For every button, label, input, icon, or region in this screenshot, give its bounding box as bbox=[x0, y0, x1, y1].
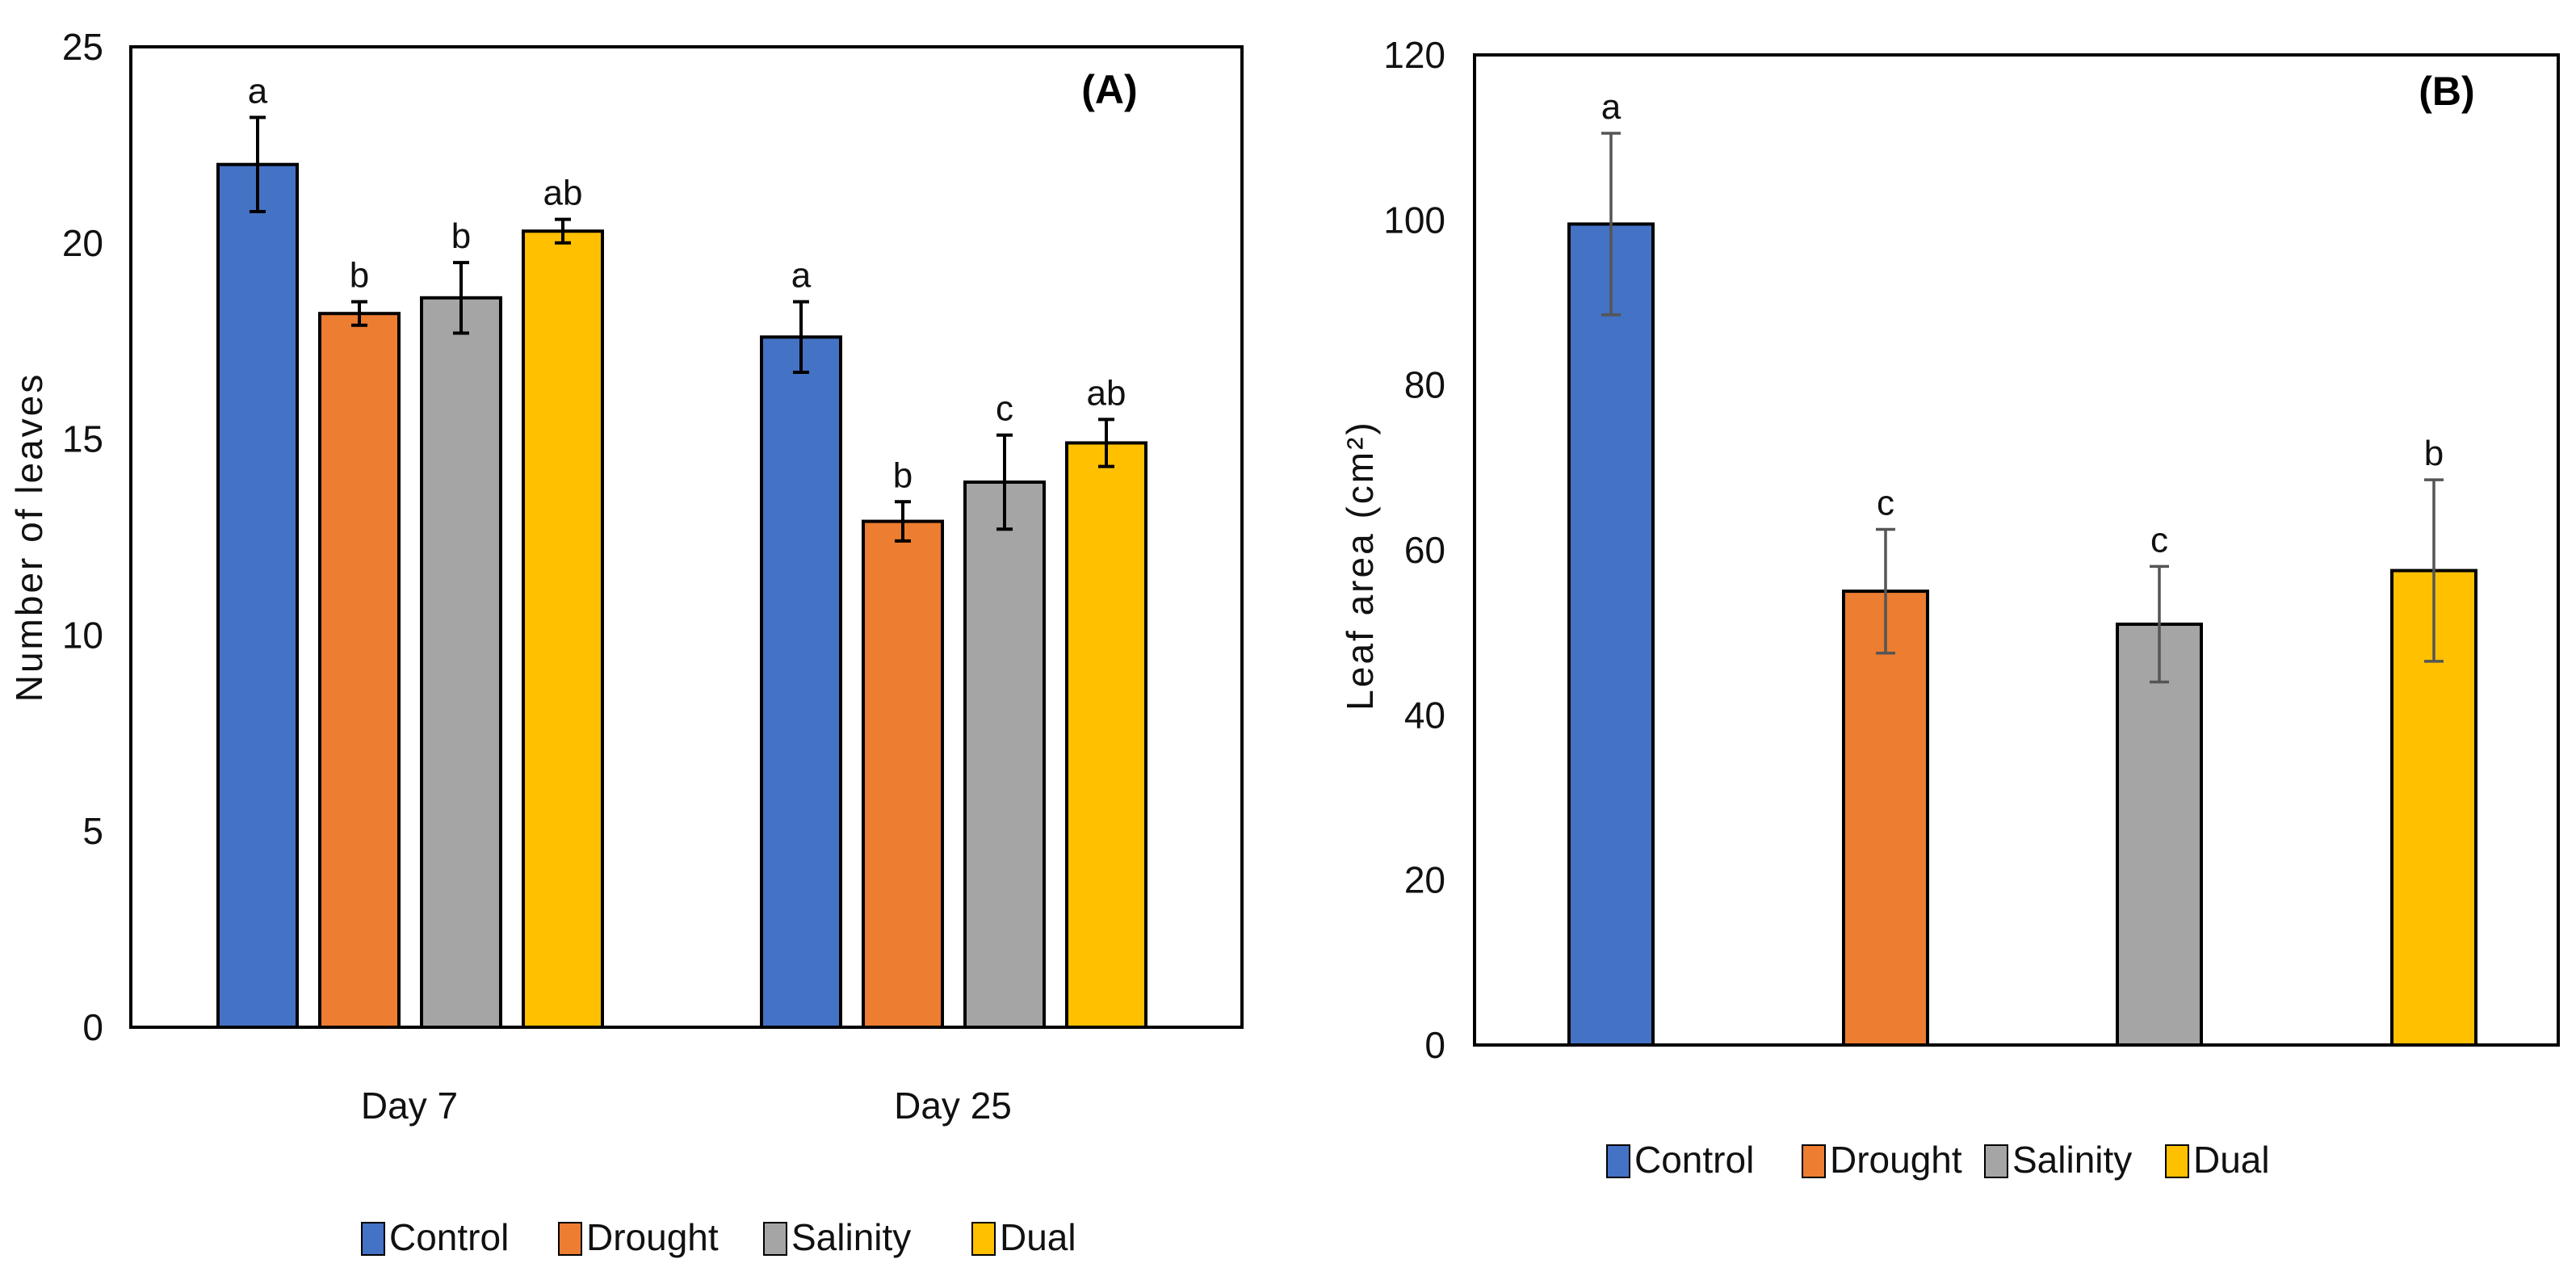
x-tick-label: Day 7 bbox=[361, 1085, 458, 1127]
y-tick-label: 20 bbox=[1404, 859, 1445, 901]
significance-letter: ab bbox=[1087, 373, 1126, 413]
bar-drought-day-25 bbox=[862, 519, 944, 1029]
significance-letter: b bbox=[2424, 434, 2444, 473]
legend-label-dual: Dual bbox=[1000, 1216, 1076, 1258]
significance-letter: c bbox=[1877, 483, 1894, 522]
legend-label-salinity: Salinity bbox=[2012, 1139, 2132, 1181]
y-tick-label: 120 bbox=[1383, 34, 1445, 76]
significance-letter: c bbox=[996, 389, 1013, 429]
error-bar bbox=[453, 261, 469, 335]
legend-label-salinity: Salinity bbox=[791, 1216, 911, 1258]
legend-swatch-salinity bbox=[763, 1222, 787, 1256]
panel-a-x-ticks: Day 7 Day 25 bbox=[361, 1085, 1012, 1127]
legend-item-dual: Dual bbox=[971, 1216, 1076, 1258]
error-bar bbox=[793, 300, 809, 375]
y-tick-label: 0 bbox=[1424, 1024, 1445, 1066]
error-bar bbox=[1098, 418, 1114, 468]
panel-b-label: (B) bbox=[2419, 69, 2474, 114]
error-bar bbox=[895, 500, 911, 543]
significance-letter: b bbox=[350, 256, 369, 296]
significance-letter: a bbox=[1601, 87, 1622, 127]
panel-b-legend: Control Drought Salinity Dual bbox=[1606, 1139, 2270, 1181]
legend-swatch-salinity bbox=[1984, 1144, 2008, 1178]
significance-letter: b bbox=[893, 455, 913, 495]
legend-swatch-control bbox=[1606, 1144, 1630, 1178]
error-bar bbox=[1601, 132, 1621, 317]
bar-drought bbox=[1842, 590, 1929, 1047]
legend-swatch-drought bbox=[558, 1222, 582, 1256]
bar-salinity bbox=[2116, 622, 2203, 1047]
error-bar bbox=[2424, 478, 2444, 663]
panel-a-y-axis-title: Number of leaves bbox=[8, 372, 50, 703]
y-tick-label: 0 bbox=[82, 1006, 103, 1048]
error-bar bbox=[351, 300, 367, 327]
legend-label-control: Control bbox=[389, 1216, 509, 1258]
error-bar bbox=[996, 433, 1013, 531]
panel-a-y-ticks: 0 5 10 15 20 25 bbox=[62, 26, 103, 1048]
error-bar bbox=[250, 115, 266, 213]
legend-swatch-drought bbox=[1802, 1144, 1826, 1178]
panel-b-y-axis-title: Leaf area (cm²) bbox=[1339, 420, 1381, 710]
significance-letter: a bbox=[791, 256, 812, 296]
legend-item-control: Control bbox=[361, 1216, 509, 1258]
y-tick-label: 60 bbox=[1404, 529, 1445, 571]
bar-control bbox=[1567, 222, 1655, 1047]
significance-letter: c bbox=[2150, 520, 2168, 560]
legend-label-drought: Drought bbox=[586, 1216, 719, 1258]
y-tick-label: 10 bbox=[62, 614, 103, 656]
panel-a-legend: Control Drought Salinity Dual bbox=[361, 1216, 1076, 1258]
legend-swatch-dual bbox=[2165, 1144, 2189, 1178]
panel-b-plot-frame bbox=[1473, 53, 2560, 1047]
y-tick-label: 40 bbox=[1404, 694, 1445, 736]
y-tick-label: 80 bbox=[1404, 364, 1445, 406]
y-tick-label: 5 bbox=[82, 810, 103, 852]
bar-control-day-7 bbox=[216, 162, 299, 1029]
y-tick-label: 100 bbox=[1383, 199, 1445, 241]
legend-label-dual: Dual bbox=[2193, 1139, 2270, 1181]
y-tick-label: 15 bbox=[62, 418, 103, 460]
panel-b-y-ticks: 0 20 40 60 80 100 120 bbox=[1383, 34, 1445, 1066]
bar-salinity-day-7 bbox=[420, 296, 502, 1029]
error-bar bbox=[555, 217, 571, 245]
bar-dual-day-25 bbox=[1065, 441, 1147, 1029]
bar-drought-day-7 bbox=[318, 312, 401, 1029]
error-bar bbox=[2150, 564, 2169, 684]
panel-a-plot-frame bbox=[129, 45, 1244, 1029]
legend-swatch-dual bbox=[971, 1222, 996, 1256]
legend-item-drought: Drought bbox=[558, 1216, 719, 1258]
bar-dual-day-7 bbox=[522, 229, 604, 1029]
legend-item-dual: Dual bbox=[2165, 1139, 2270, 1181]
panel-b: 0 20 40 60 80 100 120 a c c b (B) Leaf area (cm²)… bbox=[1339, 34, 2560, 1181]
panel-b-bars: a c c b bbox=[1567, 87, 2477, 1047]
y-tick-label: 25 bbox=[62, 26, 103, 68]
significance-letter: b bbox=[451, 216, 471, 256]
legend-swatch-control bbox=[361, 1222, 385, 1256]
legend-item-salinity: Salinity bbox=[763, 1216, 911, 1258]
x-tick-label: Day 25 bbox=[894, 1085, 1012, 1127]
legend-item-control: Control bbox=[1606, 1139, 1754, 1181]
y-tick-label: 20 bbox=[62, 222, 103, 264]
panel-a-label: (A) bbox=[1081, 67, 1137, 112]
error-bar bbox=[1876, 527, 1895, 655]
legend-item-salinity: Salinity bbox=[1984, 1139, 2132, 1181]
bar-control-day-25 bbox=[760, 335, 842, 1029]
legend-label-drought: Drought bbox=[1830, 1139, 1962, 1181]
significance-letter: a bbox=[248, 71, 268, 111]
legend-item-drought: Drought bbox=[1802, 1139, 1962, 1181]
bar-salinity-day-25 bbox=[963, 481, 1046, 1029]
significance-letter: ab bbox=[543, 174, 583, 213]
legend-label-control: Control bbox=[1634, 1139, 1754, 1181]
